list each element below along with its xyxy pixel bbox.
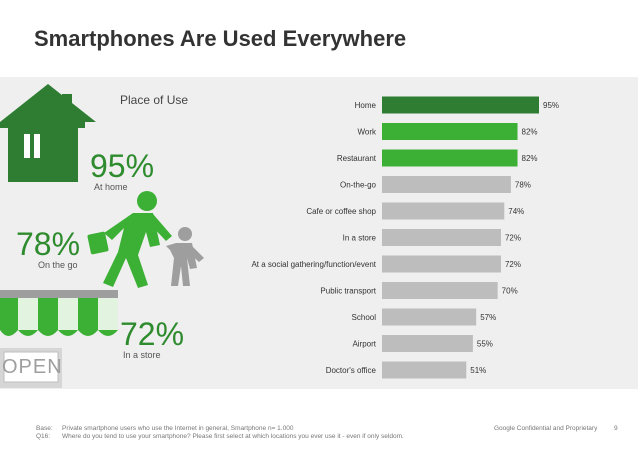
value-label: 72% bbox=[505, 260, 521, 269]
value-label: 74% bbox=[508, 207, 524, 216]
callout-on-the-go-value: 78% bbox=[16, 226, 81, 262]
bar bbox=[382, 308, 477, 326]
category-label: School bbox=[352, 313, 377, 322]
category-label: Restaurant bbox=[337, 154, 377, 163]
category-label: Work bbox=[357, 128, 377, 137]
page-title: Smartphones Are Used Everywhere bbox=[34, 26, 407, 51]
store-awning-icon bbox=[0, 290, 118, 388]
place-of-use-label: Place of Use bbox=[120, 93, 189, 107]
bar bbox=[382, 282, 498, 299]
category-label: Airport bbox=[352, 340, 376, 349]
bar bbox=[382, 361, 467, 379]
house-icon bbox=[0, 84, 96, 182]
category-label: In a store bbox=[343, 234, 377, 243]
footer-question-label: Q16: bbox=[36, 433, 51, 440]
value-label: 95% bbox=[543, 101, 559, 110]
bar bbox=[382, 96, 539, 114]
bar bbox=[382, 335, 473, 352]
bar bbox=[382, 255, 501, 273]
bar bbox=[382, 202, 505, 220]
walking-person-icon bbox=[87, 191, 172, 288]
value-label: 70% bbox=[502, 287, 518, 296]
value-label: 82% bbox=[522, 154, 538, 163]
callout-home-value: 95% bbox=[90, 148, 155, 184]
bar bbox=[382, 123, 518, 140]
footer-confidential: Google Confidential and Proprietary bbox=[494, 425, 598, 432]
category-label: Home bbox=[355, 101, 377, 110]
bar bbox=[382, 229, 501, 246]
callout-in-store-caption: In a store bbox=[123, 350, 161, 360]
value-label: 57% bbox=[480, 313, 496, 322]
category-label: Cafe or coffee shop bbox=[306, 207, 376, 216]
footer-base-text: Private smartphone users who use the Int… bbox=[62, 425, 294, 432]
category-label: Public transport bbox=[320, 287, 376, 296]
callout-in-store-value: 72% bbox=[120, 316, 185, 352]
category-label: At a social gathering/function/event bbox=[251, 260, 376, 269]
footer-page-number: 9 bbox=[614, 425, 618, 432]
value-label: 55% bbox=[477, 340, 493, 349]
value-label: 72% bbox=[505, 234, 521, 243]
footer-question-text: Where do you tend to use your smartphone… bbox=[62, 433, 404, 440]
child-icon bbox=[166, 227, 204, 286]
bar bbox=[382, 149, 518, 167]
bar bbox=[382, 176, 511, 193]
footer-base-label: Base: bbox=[36, 425, 53, 432]
category-label: Doctor's office bbox=[326, 366, 377, 375]
callout-on-the-go-caption: On the go bbox=[38, 260, 78, 270]
callout-home-caption: At home bbox=[94, 182, 128, 192]
open-sign: OPEN bbox=[2, 356, 63, 378]
value-label: 51% bbox=[470, 366, 486, 375]
value-label: 82% bbox=[522, 128, 538, 137]
category-label: On-the-go bbox=[340, 181, 377, 190]
value-label: 78% bbox=[515, 181, 531, 190]
